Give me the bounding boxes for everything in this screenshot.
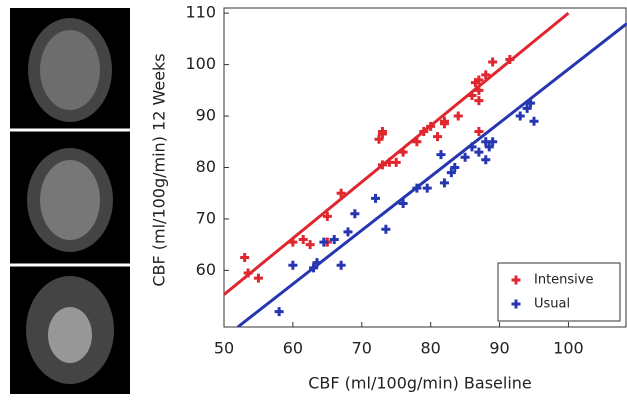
x-tick-label: 50 — [214, 339, 234, 358]
point — [461, 153, 470, 162]
x-tick-label: 70 — [352, 339, 372, 358]
y-tick-label: 110 — [185, 3, 216, 22]
x-axis-label: CBF (ml/100g/min) Baseline — [308, 374, 532, 393]
y-tick-label: 60 — [196, 260, 216, 279]
point — [474, 96, 483, 105]
brain-slice-inner — [48, 307, 92, 363]
point — [275, 307, 284, 316]
point — [392, 158, 401, 167]
point — [468, 91, 477, 100]
brain-images — [10, 8, 130, 394]
point — [437, 150, 446, 159]
point — [423, 184, 432, 193]
point — [381, 225, 390, 234]
point — [481, 155, 490, 164]
y-axis-label: CBF (ml/100g/min) 12 Weeks — [150, 53, 169, 286]
point — [254, 274, 263, 283]
point — [337, 261, 346, 270]
point — [488, 58, 497, 67]
y-tick-label: 80 — [196, 157, 216, 176]
point — [350, 209, 359, 218]
point — [474, 148, 483, 157]
legend-label: Intensive — [534, 273, 593, 288]
point — [433, 132, 442, 141]
y-tick-label: 90 — [196, 106, 216, 125]
y-tick-label: 70 — [196, 208, 216, 227]
x-tick-label: 80 — [420, 339, 440, 358]
fit-line — [224, 13, 568, 294]
point — [240, 253, 249, 262]
figure: CBF (ml/100g/min) Baseline CBF (ml/100g/… — [0, 0, 627, 396]
point — [299, 235, 308, 244]
point — [530, 117, 539, 126]
x-tick-label: 100 — [553, 339, 584, 358]
point — [454, 112, 463, 121]
legend-label: Usual — [534, 297, 570, 312]
point — [288, 261, 297, 270]
brain-slice-inner — [40, 160, 100, 240]
point — [516, 112, 525, 121]
brain-slice-inner — [40, 30, 100, 110]
point — [344, 227, 353, 236]
point — [371, 194, 380, 203]
point — [440, 178, 449, 187]
point — [306, 240, 315, 249]
y-tick-label: 100 — [185, 54, 216, 73]
x-tick-label: 60 — [283, 339, 303, 358]
x-tick-label: 90 — [489, 339, 509, 358]
